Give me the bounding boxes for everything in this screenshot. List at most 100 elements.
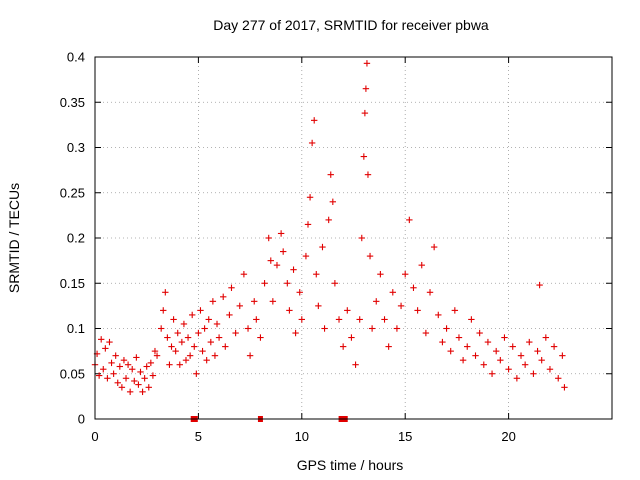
data-point — [170, 316, 177, 323]
data-point — [526, 338, 533, 346]
data-point — [112, 352, 119, 359]
data-point — [114, 379, 121, 386]
data-point — [358, 234, 365, 242]
data-point — [426, 289, 434, 296]
data-point — [122, 375, 130, 382]
data-point — [164, 334, 171, 341]
data-point — [331, 280, 339, 287]
data-points — [91, 60, 568, 422]
data-point — [137, 368, 144, 376]
data-point — [182, 356, 190, 364]
data-point — [267, 257, 274, 264]
data-point — [381, 316, 388, 323]
data-point — [126, 388, 134, 396]
data-point — [521, 361, 529, 368]
x-tick-label: 20 — [501, 429, 515, 444]
data-point — [361, 109, 369, 117]
data-point — [110, 370, 117, 377]
data-point — [149, 372, 157, 379]
data-point — [468, 316, 475, 323]
data-point — [133, 354, 140, 361]
plot-frame — [94, 56, 613, 420]
data-point — [135, 381, 142, 388]
data-point — [269, 298, 277, 305]
data-point — [536, 281, 543, 289]
y-tick-label: 0.05 — [60, 366, 85, 381]
data-point — [389, 289, 396, 296]
data-point — [319, 243, 326, 251]
data-point — [464, 343, 471, 350]
data-point — [162, 289, 169, 296]
x-tick-label: 0 — [91, 429, 98, 444]
data-point — [265, 234, 272, 242]
data-point — [352, 361, 359, 368]
data-point — [188, 311, 196, 319]
data-point — [120, 356, 128, 364]
data-point — [151, 347, 159, 355]
y-tick-label: 0.3 — [67, 140, 85, 155]
x-axis-label: GPS time / hours — [297, 457, 404, 473]
data-point — [373, 298, 380, 305]
data-point — [203, 356, 210, 364]
x-tick-label: 10 — [295, 429, 309, 444]
data-point — [292, 329, 299, 337]
data-point — [435, 311, 442, 319]
data-point — [290, 266, 297, 273]
data-point — [296, 289, 303, 296]
data-point — [517, 352, 525, 359]
data-point — [244, 325, 252, 332]
data-point — [430, 243, 438, 251]
data-point — [166, 361, 173, 368]
data-point — [377, 271, 384, 278]
data-point — [492, 347, 500, 355]
data-point — [124, 361, 132, 368]
data-point — [339, 343, 347, 350]
data-point — [215, 334, 223, 341]
data-point — [406, 216, 413, 224]
data-point — [555, 375, 562, 382]
y-tick-label: 0.4 — [67, 50, 85, 65]
data-point — [325, 216, 332, 224]
data-point — [451, 307, 459, 314]
data-point — [306, 194, 314, 201]
data-point — [476, 329, 483, 337]
data-point — [455, 334, 463, 341]
data-point — [261, 280, 268, 287]
data-point — [199, 347, 206, 355]
y-tick-label: 0.1 — [67, 321, 85, 336]
data-point — [497, 356, 504, 364]
data-point — [251, 298, 258, 305]
data-point — [116, 363, 124, 370]
data-point — [240, 271, 248, 278]
data-point — [546, 366, 554, 373]
data-point — [385, 343, 392, 350]
data-point — [98, 336, 105, 343]
data-point — [211, 352, 219, 359]
data-point — [308, 139, 316, 147]
y-tick-label: 0.35 — [60, 95, 85, 110]
data-point — [129, 366, 136, 373]
data-point — [160, 307, 167, 314]
data-point — [279, 248, 287, 255]
data-point — [513, 375, 521, 382]
data-point — [410, 284, 417, 291]
data-point — [321, 325, 328, 332]
data-point — [327, 171, 334, 178]
data-point — [443, 325, 450, 332]
data-point — [422, 329, 430, 337]
data-point — [313, 271, 320, 278]
data-point — [286, 307, 293, 314]
data-point — [180, 320, 188, 328]
data-point — [157, 325, 165, 332]
data-point — [108, 359, 115, 367]
data-point — [335, 316, 343, 323]
data-point — [232, 329, 239, 337]
data-point — [141, 375, 148, 382]
data-point — [559, 352, 566, 359]
data-point — [174, 329, 181, 337]
data-point — [393, 325, 401, 332]
data-point — [366, 252, 374, 260]
y-axis-label: SRMTID / TECUs — [6, 183, 22, 293]
data-point — [197, 307, 204, 314]
data-point — [538, 356, 545, 364]
